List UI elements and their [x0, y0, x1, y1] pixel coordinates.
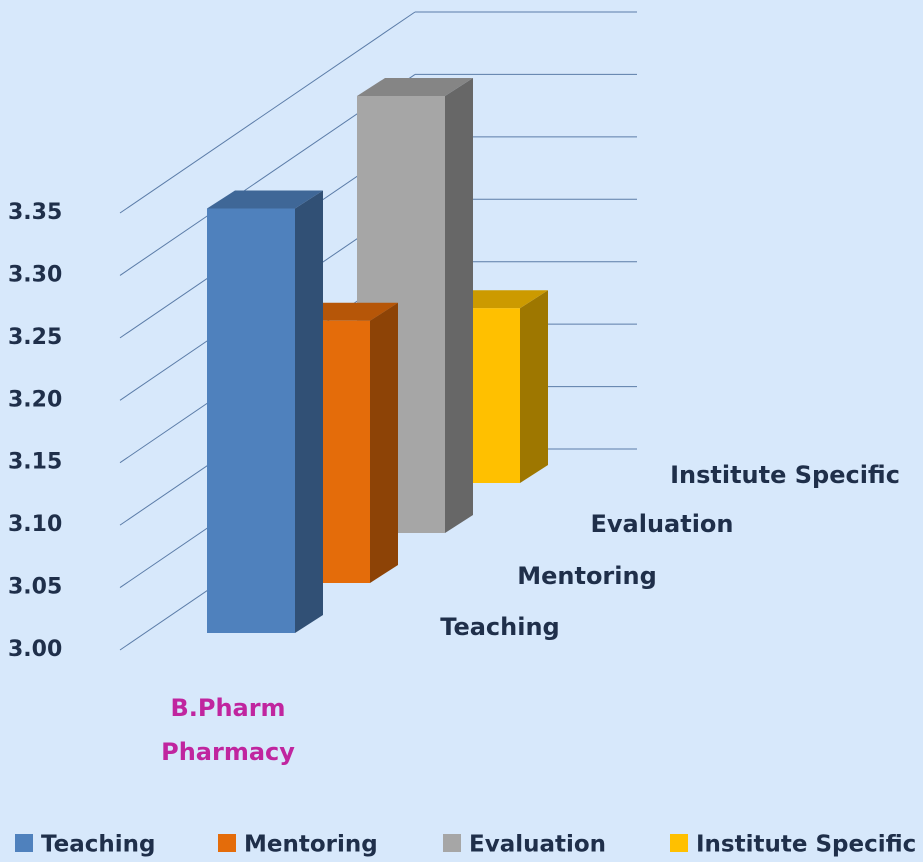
legend-label: Mentoring [244, 832, 378, 858]
depth-label: Mentoring [517, 562, 657, 590]
y-tick-label: 3.10 [8, 512, 62, 537]
depth-label: Evaluation [590, 510, 733, 538]
y-tick-label: 3.05 [8, 575, 62, 600]
y-tick-label: 3.30 [8, 262, 62, 287]
bar-top [357, 78, 473, 96]
y-tick-label: 3.00 [8, 637, 62, 662]
bar-side [520, 290, 548, 483]
legend-swatch [15, 834, 33, 852]
bar-side [445, 78, 473, 533]
y-tick-label: 3.20 [8, 387, 62, 412]
grid-line [119, 11, 416, 214]
y-tick-label: 3.25 [8, 325, 62, 350]
y-tick-label: 3.15 [8, 450, 62, 475]
legend-swatch [218, 834, 236, 852]
legend-swatch [670, 834, 688, 852]
depth-label: Institute Specific [670, 461, 900, 489]
bar-side [370, 302, 398, 583]
category-label: B.Pharm Pharmacy [161, 694, 295, 766]
y-tick-label: 3.35 [8, 200, 62, 225]
bar-side [295, 190, 323, 633]
legend-label: Teaching [41, 832, 155, 858]
legend-label: Institute Specific [696, 832, 916, 858]
depth-label: Teaching [440, 613, 559, 641]
bar-top [207, 190, 323, 209]
bar [207, 208, 295, 633]
legend-label: Evaluation [469, 832, 606, 858]
legend-swatch [443, 834, 461, 852]
